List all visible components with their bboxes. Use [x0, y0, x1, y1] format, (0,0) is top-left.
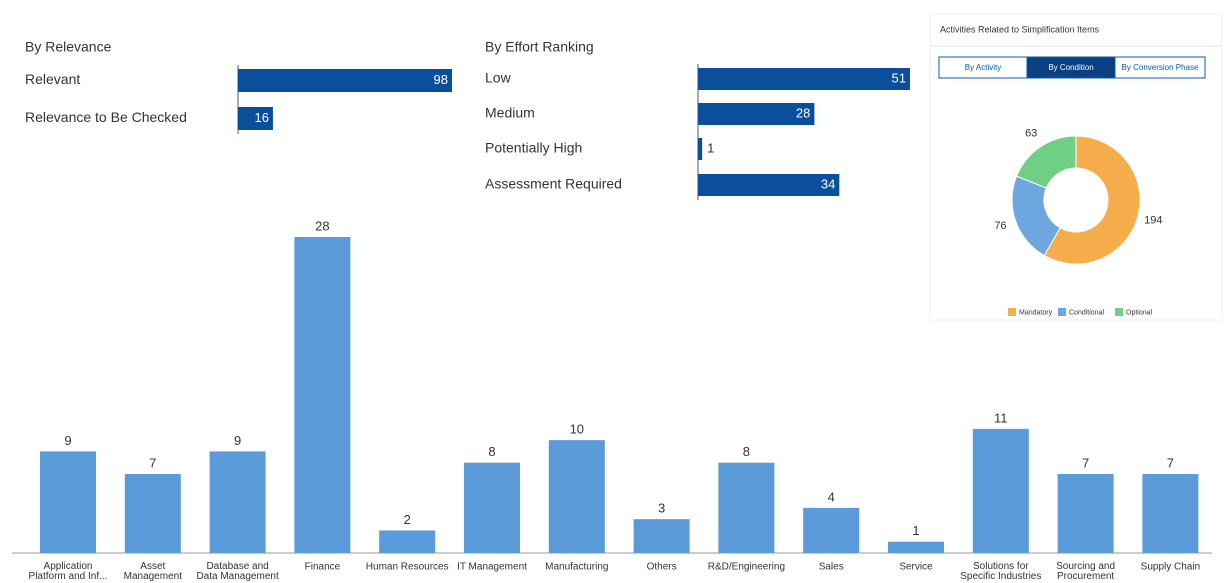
- bar: [803, 507, 860, 553]
- bar: [698, 174, 840, 196]
- bar: [548, 440, 605, 553]
- bar: [888, 541, 944, 553]
- category-label: Potentially High: [485, 140, 582, 156]
- x-tick-label: Solutions for Specific Industries: [960, 561, 1041, 582]
- value-label: 4: [828, 489, 835, 504]
- bar: [698, 68, 910, 90]
- category-label: Relevant: [25, 71, 80, 87]
- bar: [633, 519, 690, 553]
- x-tick-label: Finance: [305, 562, 341, 573]
- legend-swatch: [1115, 308, 1123, 316]
- legend-label: Mandatory: [1019, 309, 1053, 316]
- x-tick-label: Application Platform and Inf...: [29, 561, 108, 582]
- bar: [1057, 474, 1114, 553]
- value-label: 9: [234, 433, 241, 448]
- x-tick-label: Sourcing and Procurement: [1056, 561, 1115, 582]
- bar: [40, 451, 96, 553]
- x-tick-label: Human Resources: [366, 562, 449, 573]
- chart-title: By Effort Ranking: [485, 39, 594, 55]
- value-label: 98: [434, 72, 448, 87]
- bar: [294, 237, 351, 553]
- bar: [972, 428, 1029, 553]
- value-label: 11: [994, 410, 1008, 425]
- bar: [1142, 474, 1199, 553]
- x-tick-label: IT Management: [457, 562, 527, 573]
- bar: [698, 103, 815, 125]
- value-label: 51: [892, 70, 906, 85]
- bar: [698, 138, 703, 160]
- donut-slice: [1043, 135, 1141, 265]
- bar: [209, 451, 266, 553]
- value-label: 8: [743, 444, 750, 459]
- x-tick-label: Manufacturing: [545, 562, 608, 573]
- tab[interactable]: [1114, 56, 1206, 79]
- value-label: 76: [994, 220, 1006, 232]
- value-label: 7: [1082, 455, 1089, 470]
- x-tick-label: Others: [647, 562, 677, 573]
- value-label: 9: [64, 433, 71, 448]
- value-label: 63: [1025, 128, 1037, 140]
- value-label: 28: [315, 218, 329, 233]
- legend-swatch: [1058, 308, 1066, 316]
- value-label: 2: [404, 512, 411, 527]
- x-tick-label: Database and Data Management: [196, 561, 278, 582]
- legend-swatch: [1008, 308, 1016, 316]
- value-label: 3: [658, 501, 665, 516]
- value-label: 1: [707, 140, 714, 155]
- donut-slice: [1015, 135, 1077, 189]
- x-tick-label: Sales: [819, 562, 844, 573]
- x-tick-label: R&D/Engineering: [708, 562, 785, 573]
- category-label: Relevance to Be Checked: [25, 109, 187, 125]
- panel-title: Activities Related to Simplification Ite…: [940, 24, 1100, 34]
- x-tick-label: Asset Management: [124, 561, 183, 582]
- bar: [718, 462, 775, 553]
- bar: [238, 69, 452, 92]
- value-label: 1: [912, 523, 919, 538]
- value-label: 194: [1144, 214, 1162, 226]
- legend-label: Optional: [1126, 309, 1153, 316]
- category-label: Assessment Required: [485, 176, 622, 192]
- bar: [124, 474, 181, 553]
- value-label: 28: [796, 105, 810, 120]
- legend-label: Conditional: [1069, 309, 1104, 316]
- value-label: 7: [1167, 455, 1174, 470]
- category-label: Low: [485, 70, 512, 86]
- bar: [464, 462, 520, 553]
- tab-label[interactable]: By Condition: [1048, 63, 1093, 72]
- x-tick-label: Service: [899, 562, 933, 573]
- value-label: 8: [488, 444, 495, 459]
- value-label: 7: [149, 455, 156, 470]
- value-label: 34: [821, 176, 835, 191]
- bar: [379, 530, 436, 553]
- tab-label[interactable]: By Conversion Phase: [1122, 63, 1199, 72]
- value-label: 16: [254, 110, 268, 125]
- chart-title: By Relevance: [25, 39, 112, 55]
- category-label: Medium: [485, 105, 535, 121]
- tab-label[interactable]: By Activity: [965, 63, 1001, 72]
- value-label: 10: [570, 422, 584, 437]
- x-tick-label: Supply Chain: [1141, 562, 1200, 573]
- bar: [238, 107, 273, 130]
